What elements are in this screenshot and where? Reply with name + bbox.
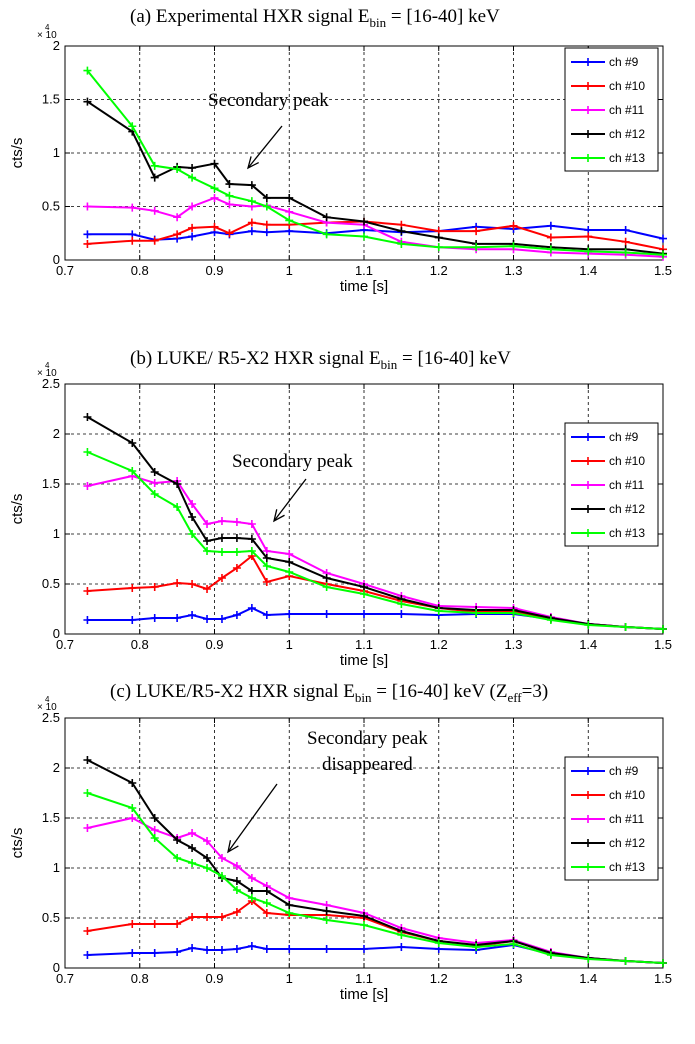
y-tick-label: 0.5 <box>42 910 60 925</box>
y-tick-label: 0.5 <box>42 199 60 214</box>
x-tick-label: 1.2 <box>430 637 448 652</box>
chart-title-main: (b) LUKE/ R5-X2 HXR signal E <box>130 348 381 369</box>
x-tick-label: 1.2 <box>430 263 448 278</box>
x-tick-label: 1 <box>286 637 293 652</box>
annotation-text: Secondary peak <box>307 728 428 749</box>
chart-panel-1: (a) Experimental HXR signal Ebin = [16-4… <box>9 6 672 295</box>
x-tick-label: 1.1 <box>355 637 373 652</box>
y-multiplier: × 104 <box>37 695 57 713</box>
x-tick-label: 1.5 <box>654 971 672 986</box>
chart-title: (c) LUKE/R5-X2 HXR signal Ebin = [16-40]… <box>110 681 548 705</box>
y-tick-label: 1.5 <box>42 810 60 825</box>
x-tick-label: 0.9 <box>205 637 223 652</box>
chart-title-rest: = [16-40] keV <box>386 6 500 27</box>
x-tick-label: 1.4 <box>579 971 597 986</box>
chart-title-subscript: bin <box>355 690 372 705</box>
y-axis-label: cts/s <box>9 138 26 169</box>
x-tick-label: 0.8 <box>131 637 149 652</box>
y-tick-label: 2 <box>53 426 60 441</box>
x-tick-label: 1.2 <box>430 971 448 986</box>
annotation-text: Secondary peak <box>232 451 353 472</box>
y-multiplier: × 104 <box>37 23 57 41</box>
legend-label: ch #11 <box>609 812 644 826</box>
legend-label: ch #9 <box>609 764 639 778</box>
legend-label: ch #11 <box>609 478 644 492</box>
legend-label: ch #13 <box>609 860 645 874</box>
annotation-text: disappeared <box>322 754 413 775</box>
chart-title: (b) LUKE/ R5-X2 HXR signal Ebin = [16-40… <box>130 348 511 372</box>
legend-label: ch #9 <box>609 55 639 69</box>
x-tick-label: 1 <box>286 263 293 278</box>
y-axis-label: cts/s <box>9 828 26 859</box>
legend: ch #9 ch #10 ch #11 ch #12 ch #13 <box>565 757 658 880</box>
legend-label: ch #10 <box>609 454 645 468</box>
legend: ch #9 ch #10 ch #11 ch #12 ch #13 <box>565 423 658 546</box>
chart-title-main: (a) Experimental HXR signal E <box>130 6 370 27</box>
x-tick-label: 1 <box>286 971 293 986</box>
x-tick-label: 0.9 <box>205 263 223 278</box>
chart-title-subscript-2: eff <box>507 690 522 705</box>
y-tick-label: 1.5 <box>42 92 60 107</box>
legend-label: ch #13 <box>609 151 645 165</box>
chart-title-rest: = [16-40] keV (Z <box>371 681 507 702</box>
legend-label: ch #12 <box>609 127 645 141</box>
x-tick-label: 0.9 <box>205 971 223 986</box>
legend-label: ch #10 <box>609 788 645 802</box>
y-tick-label: 0 <box>53 252 60 267</box>
x-tick-label: 1.1 <box>355 971 373 986</box>
chart-title-rest: = [16-40] keV <box>397 348 511 369</box>
legend-label: ch #9 <box>609 430 639 444</box>
legend: ch #9 ch #10 ch #11 ch #12 ch #13 <box>565 48 658 171</box>
y-tick-label: 1 <box>53 860 60 875</box>
y-multiplier-exponent: 4 <box>45 361 50 370</box>
y-tick-label: 1.5 <box>42 476 60 491</box>
y-tick-label: 0 <box>53 960 60 975</box>
chart-title: (a) Experimental HXR signal Ebin = [16-4… <box>130 6 500 30</box>
x-tick-label: 1.5 <box>654 637 672 652</box>
x-axis-label: time [s] <box>340 986 388 1003</box>
x-tick-label: 1.3 <box>504 971 522 986</box>
x-tick-label: 1.4 <box>579 263 597 278</box>
y-tick-label: 1 <box>53 526 60 541</box>
x-tick-label: 1.5 <box>654 263 672 278</box>
y-tick-label: 1 <box>53 145 60 160</box>
y-tick-label: 2 <box>53 760 60 775</box>
legend-label: ch #12 <box>609 502 645 516</box>
annotation-text: Secondary peak <box>208 90 329 111</box>
y-multiplier-exponent: 4 <box>45 695 50 704</box>
legend-label: ch #12 <box>609 836 645 850</box>
chart-panel-2: (b) LUKE/ R5-X2 HXR signal Ebin = [16-40… <box>9 348 672 669</box>
x-tick-label: 0.8 <box>131 971 149 986</box>
chart-title-subscript: bin <box>381 357 398 372</box>
legend-label: ch #13 <box>609 526 645 540</box>
x-tick-label: 1.3 <box>504 263 522 278</box>
x-tick-label: 1.1 <box>355 263 373 278</box>
chart-panel-3: (c) LUKE/R5-X2 HXR signal Ebin = [16-40]… <box>9 681 672 1003</box>
legend-label: ch #10 <box>609 79 645 93</box>
x-axis-label: time [s] <box>340 278 388 295</box>
y-tick-label: 0.5 <box>42 576 60 591</box>
chart-title-main: (c) LUKE/R5-X2 HXR signal E <box>110 681 355 702</box>
chart-title-subscript: bin <box>370 15 387 30</box>
x-tick-label: 1.3 <box>504 637 522 652</box>
y-tick-label: 0 <box>53 626 60 641</box>
y-multiplier-exponent: 4 <box>45 23 50 32</box>
legend-label: ch #11 <box>609 103 644 117</box>
y-multiplier: × 104 <box>37 361 57 379</box>
x-axis-label: time [s] <box>340 652 388 669</box>
y-axis-label: cts/s <box>9 494 26 525</box>
chart-title-rest-2: =3) <box>522 681 549 702</box>
x-tick-label: 1.4 <box>579 637 597 652</box>
x-tick-label: 0.8 <box>131 263 149 278</box>
